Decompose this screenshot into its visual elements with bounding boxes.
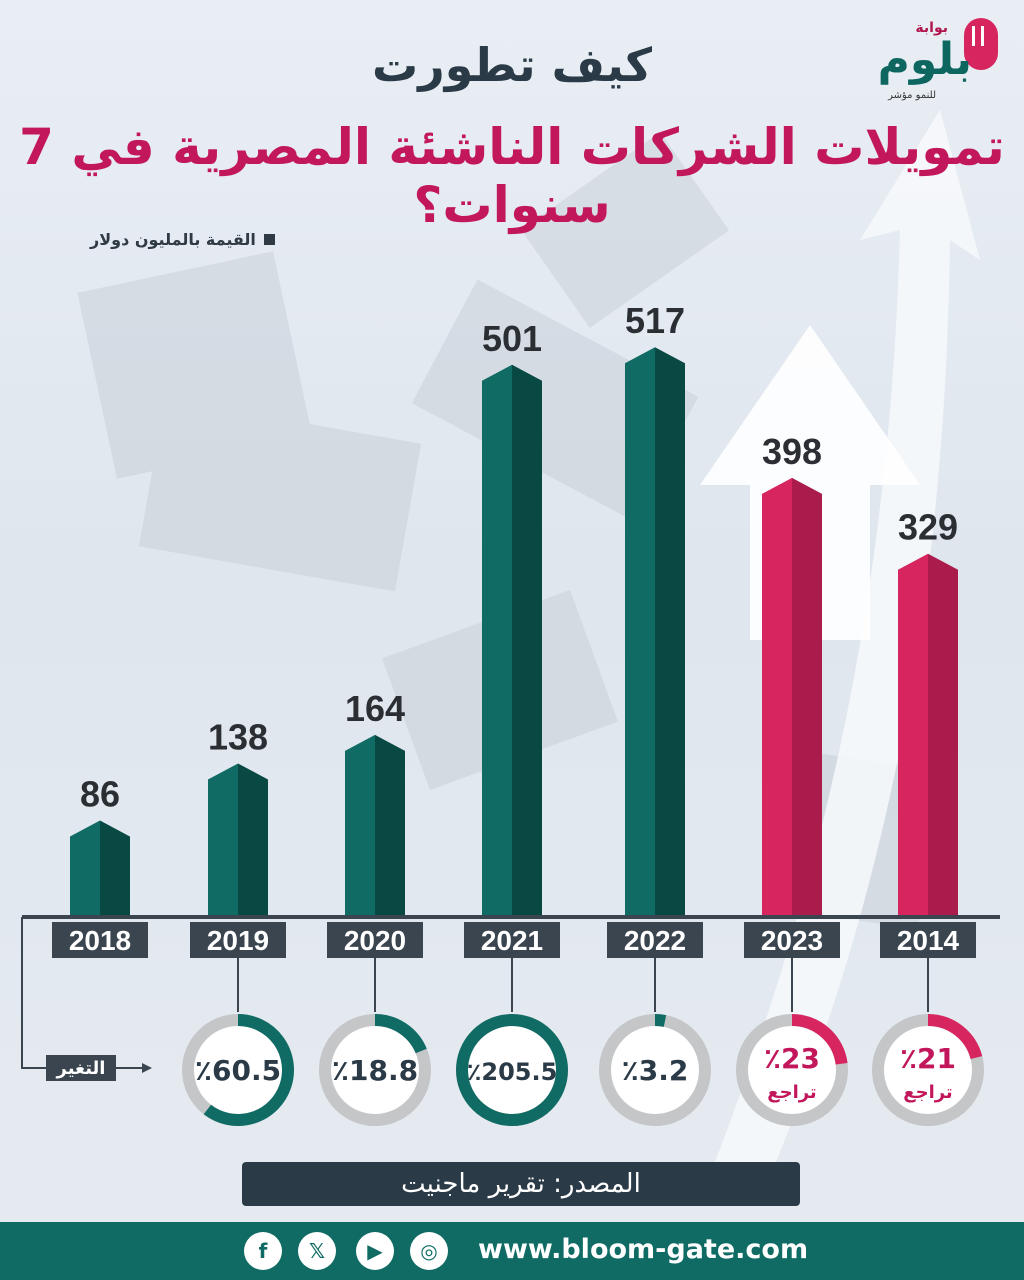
year-label-2019: 2019 — [207, 925, 269, 956]
bar-shade-2022 — [655, 347, 685, 915]
year-label-2020: 2020 — [344, 925, 406, 956]
logo-tagline: للنمو مؤشر — [888, 90, 936, 101]
banknote-shape — [77, 251, 313, 479]
change-percent-2020: ٪18.8 — [332, 1054, 418, 1087]
bar-shade-2020 — [375, 734, 405, 915]
bar-shade-2021 — [512, 364, 542, 915]
legend: القيمة بالمليون دولار — [90, 230, 275, 249]
bar-shade-2023 — [792, 477, 822, 915]
change-ring-fill — [456, 1014, 568, 1126]
banknote-shape — [138, 398, 422, 592]
value-label-2020: 164 — [345, 688, 405, 729]
value-label-2019: 138 — [208, 716, 268, 757]
year-tab — [607, 922, 703, 958]
change-percent-2021: ٪205.5 — [467, 1058, 558, 1086]
year-tab — [190, 922, 286, 958]
bar-2014 — [898, 553, 928, 915]
change-percent-2019: ٪60.5 — [195, 1054, 281, 1087]
year-tab — [464, 922, 560, 958]
bar-shade-2019 — [238, 763, 268, 915]
title-line-2: تمويلات الشركات الناشئة المصرية في 7 سنو… — [19, 118, 1005, 234]
bar-2019 — [208, 763, 238, 915]
legend-label: القيمة بالمليون دولار — [90, 230, 256, 249]
change-note-2014: تراجع — [903, 1082, 952, 1103]
change-label: التغير — [56, 1058, 106, 1079]
bar-2020 — [345, 734, 375, 915]
change-ring-fill — [927, 1014, 983, 1060]
year-label-2022: 2022 — [624, 925, 686, 956]
year-label-2021: 2021 — [481, 925, 543, 956]
change-percent-2022: ٪3.2 — [622, 1054, 689, 1087]
change-arrowhead — [142, 1063, 152, 1073]
year-tab — [327, 922, 423, 958]
bar-shade-2018 — [100, 820, 130, 915]
legend-swatch — [263, 234, 275, 245]
bar-2023 — [762, 477, 792, 915]
value-label-2014: 329 — [898, 507, 958, 548]
facebook-icon[interactable]: f — [244, 1232, 282, 1270]
source-box: المصدر: تقرير ماجنيت — [242, 1162, 800, 1206]
change-percent-2023: ٪23 — [764, 1042, 820, 1075]
change-ring-fill — [374, 1014, 427, 1054]
growth-arrow-shape — [700, 110, 980, 1200]
value-label-2021: 501 — [482, 318, 542, 359]
source-text: المصدر: تقرير ماجنيت — [401, 1169, 641, 1199]
change-note-2023: تراجع — [767, 1082, 816, 1103]
year-tab — [744, 922, 840, 958]
change-percent-2014: ٪21 — [900, 1042, 956, 1075]
bar-shade-2014 — [928, 553, 958, 915]
bar-2018 — [70, 820, 100, 915]
microphone-icon — [964, 18, 998, 70]
year-tab — [880, 922, 976, 958]
x-icon[interactable]: 𝕏 — [298, 1232, 336, 1270]
change-ring-fill — [791, 1014, 848, 1065]
brand-logo: بوابة بلوم للنمو مؤشر — [846, 10, 1006, 105]
year-label-2023: 2023 — [761, 925, 823, 956]
instagram-icon[interactable]: ◎ — [410, 1232, 448, 1270]
change-label-tag — [46, 1055, 116, 1081]
title-line-1: كيف تطورت — [372, 38, 652, 92]
footer: f 𝕏 ▶ ◎ www.bloom-gate.com — [0, 1222, 1024, 1280]
website-link[interactable]: www.bloom-gate.com — [478, 1234, 809, 1265]
change-ring-fill — [654, 1014, 667, 1027]
year-label-2018: 2018 — [69, 925, 131, 956]
year-label-2014: 2014 — [897, 925, 960, 956]
up-arrow-shape — [700, 325, 920, 640]
banknote-shape — [520, 132, 730, 328]
youtube-icon[interactable]: ▶ — [356, 1232, 394, 1270]
change-ring-fill — [203, 1014, 294, 1126]
value-label-2022: 517 — [625, 300, 685, 341]
year-tab — [52, 922, 148, 958]
bar-2022 — [625, 347, 655, 915]
value-label-2018: 86 — [80, 774, 120, 815]
logo-top-text: بوابة — [915, 20, 948, 36]
logo-main-text: بلوم — [877, 34, 972, 85]
bar-2021 — [482, 364, 512, 915]
value-label-2023: 398 — [762, 431, 822, 472]
